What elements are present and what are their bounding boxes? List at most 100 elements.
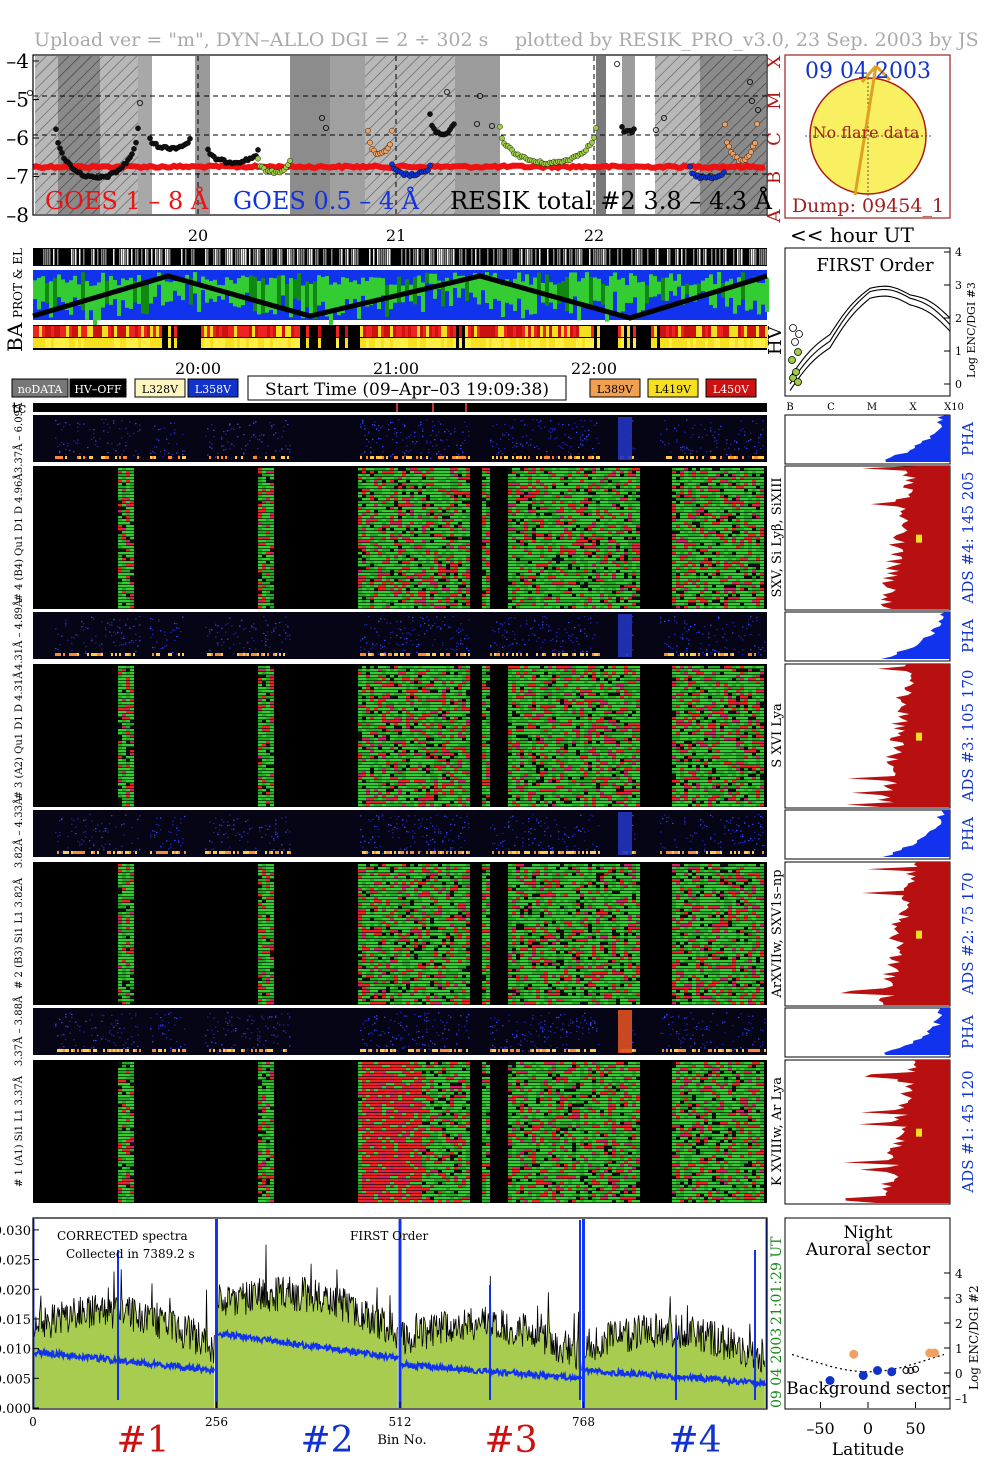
spectrogram-cell — [422, 480, 426, 483]
resik-outlier — [614, 61, 621, 68]
spectrogram-cell — [560, 600, 564, 603]
spectrogram-cell — [450, 582, 454, 585]
spectrogram-cell — [378, 525, 382, 528]
spectrogram-cell — [422, 555, 426, 558]
hv-legend-label: L358V — [195, 383, 232, 396]
spectrogram-cell — [270, 513, 274, 516]
spectrogram-cell — [596, 507, 600, 510]
spectrogram-cell — [568, 504, 572, 507]
spectrogram-cell — [548, 468, 552, 471]
pha-pixel — [572, 457, 574, 459]
spectrogram-cell — [382, 576, 386, 579]
spectrogram-cell — [596, 474, 600, 477]
spectrogram-cell — [434, 537, 438, 540]
ba-red — [546, 326, 549, 337]
pha-pixel — [526, 442, 528, 444]
ba-red — [219, 326, 222, 337]
spectrogram-cell — [378, 492, 382, 495]
prot-el-green — [549, 282, 553, 303]
spectrogram-cell — [564, 582, 568, 585]
pha-pixel — [444, 431, 446, 433]
spectrogram-cell — [508, 504, 512, 507]
spectrogram-cell — [422, 570, 426, 573]
spectrogram-cell — [398, 537, 402, 540]
spectrogram-cell — [398, 477, 402, 480]
spectrogram-cell — [418, 513, 422, 516]
spectrogram-cell — [486, 597, 490, 600]
spectrogram-cell — [362, 483, 366, 486]
spectrogram-cell — [548, 531, 552, 534]
spectrogram-cell — [580, 504, 584, 507]
spectrogram-cell — [512, 516, 516, 519]
spectrogram-cell — [532, 600, 536, 603]
ba-red — [468, 326, 471, 337]
spectrogram-cell — [118, 582, 122, 585]
spectrogram-cell — [482, 555, 486, 558]
spectrogram-cell — [528, 573, 532, 576]
spectrogram-cell — [508, 480, 512, 483]
spectrogram-cell — [418, 504, 422, 507]
spectrogram-cell — [266, 507, 270, 510]
resik-point — [591, 134, 597, 141]
spectrogram-cell — [466, 606, 470, 609]
spectrogram-cell — [524, 537, 528, 540]
spectrogram-cell — [358, 540, 362, 543]
pha-pixel — [223, 430, 225, 433]
pha-pixel — [584, 438, 586, 440]
spectrogram-cell — [366, 600, 370, 603]
spectrogram-cell — [374, 495, 378, 498]
barcode-line — [459, 249, 461, 265]
pha-pixel — [83, 423, 85, 425]
spectrogram-cell — [438, 597, 442, 600]
spectrogram-cell — [596, 480, 600, 483]
pha-pixel — [178, 455, 180, 457]
spectrogram-cell — [552, 576, 556, 579]
spectrogram-cell — [262, 534, 266, 537]
spectrogram-cell — [592, 504, 596, 507]
spectrogram-cell — [358, 528, 362, 531]
spectrogram-cell — [402, 477, 406, 480]
pha-band — [83, 456, 85, 459]
spectrogram-cell — [576, 558, 580, 561]
pha-pixel — [85, 456, 87, 458]
tc-strip — [33, 403, 767, 412]
spectrogram-cell — [572, 513, 576, 516]
ba-red — [696, 326, 699, 337]
barcode-line — [445, 249, 447, 265]
pha-pixel — [404, 452, 406, 454]
spectrogram-cell — [122, 522, 126, 525]
spectrogram-cell — [118, 588, 122, 591]
pha-pixel — [714, 431, 716, 433]
spectrogram-cell — [612, 585, 616, 588]
pha-pixel — [380, 438, 382, 440]
spectrogram-cell — [422, 564, 426, 567]
spectrogram-cell — [600, 594, 604, 597]
barcode-line — [287, 249, 289, 265]
spectrogram-cell — [520, 474, 524, 477]
spectrogram-cell — [508, 525, 512, 528]
spectrogram-cell — [612, 552, 616, 555]
spectrogram-cell — [462, 552, 466, 555]
pha-band — [57, 456, 59, 459]
spectrogram-cell — [422, 588, 426, 591]
spectrogram-cell — [366, 543, 370, 546]
pha-pixel — [133, 432, 135, 434]
spectrogram-cell — [130, 567, 134, 570]
spectrogram-cell — [438, 489, 442, 492]
spectrogram-cell — [604, 600, 608, 603]
barcode-line — [417, 249, 419, 265]
spectrogram-cell — [612, 546, 616, 549]
spectrogram-cell — [596, 546, 600, 549]
pha-pixel — [174, 429, 176, 431]
spectrogram-cell — [588, 522, 592, 525]
pha-band — [524, 456, 526, 459]
spectrogram-cell — [398, 546, 402, 549]
spectrogram-cell — [524, 597, 528, 600]
spectrogram-cell — [604, 483, 608, 486]
spectrogram-cell — [438, 549, 442, 552]
spectrogram-cell — [466, 522, 470, 525]
spectrogram-cell — [358, 516, 362, 519]
spectrogram-cell — [406, 489, 410, 492]
spectrogram-cell — [382, 495, 386, 498]
spectrogram-cell — [370, 498, 374, 501]
